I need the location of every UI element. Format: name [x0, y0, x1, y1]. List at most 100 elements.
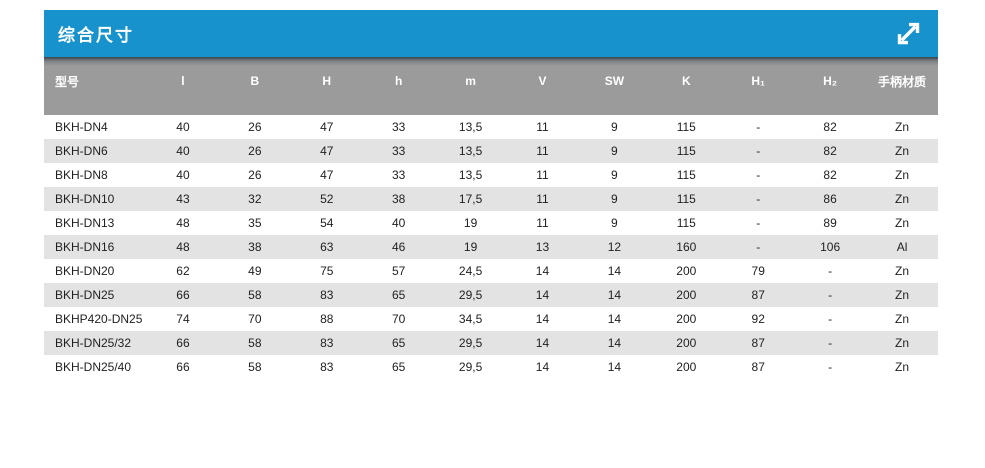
value-cell: 115	[676, 144, 696, 158]
value-cell: Zn	[895, 192, 910, 206]
value-cell: 200	[676, 336, 697, 350]
column-header: V	[506, 57, 579, 115]
table-row: BKH-DN8 40 26 47 33 13,5 11 9 115 - 82 Zn	[44, 163, 938, 187]
value-cell: 54	[320, 216, 334, 230]
value-cell: 87	[751, 360, 765, 374]
value-cell: 26	[248, 120, 262, 134]
value-cell: 65	[391, 288, 406, 302]
value-cell: 65	[391, 336, 406, 350]
value-cell: 11	[536, 216, 549, 230]
value-cell: 38	[248, 240, 262, 254]
value-cell: Zn	[895, 168, 910, 182]
value-cell: 87	[751, 336, 765, 350]
expand-icon	[897, 22, 920, 45]
value-cell: -	[756, 240, 761, 254]
model-cell: BKH-DN6	[55, 144, 108, 158]
model-cell: BKH-DN25/40	[55, 360, 132, 374]
panel-title: 综合尺寸	[58, 26, 134, 45]
value-cell: 14	[535, 264, 550, 278]
table-row: BKHP420-DN25 74 70 88 70 34,5 14 14 200 92 - Zn	[44, 307, 938, 331]
value-cell: 11	[536, 192, 549, 206]
value-cell: -	[756, 144, 761, 158]
value-cell: 65	[391, 360, 406, 374]
value-cell: 14	[607, 312, 622, 326]
value-cell: -	[756, 120, 761, 134]
value-cell: 89	[823, 216, 837, 230]
value-cell: 200	[676, 264, 697, 278]
value-cell: 115	[676, 168, 696, 182]
value-cell: 86	[823, 192, 837, 206]
value-cell: -	[756, 192, 761, 206]
value-cell: 40	[176, 144, 190, 158]
value-cell: 49	[248, 264, 262, 278]
value-cell: 43	[176, 192, 190, 206]
value-cell: Zn	[895, 312, 910, 326]
value-cell: 58	[248, 288, 262, 302]
value-cell: 106	[820, 240, 841, 254]
value-cell: 29,5	[458, 288, 483, 302]
value-cell: 26	[248, 144, 262, 158]
column-header: H₂	[794, 57, 867, 115]
model-cell: BKH-DN16	[55, 240, 115, 254]
value-cell: 200	[676, 360, 697, 374]
value-cell: 33	[391, 120, 406, 134]
value-cell: 9	[611, 192, 618, 206]
value-cell: 83	[320, 336, 334, 350]
value-cell: 58	[248, 360, 262, 374]
value-cell: 200	[676, 312, 697, 326]
value-cell: -	[828, 336, 833, 350]
value-cell: 74	[176, 312, 190, 326]
table-body: BKH-DN4 40 26 47 33 13,5 11 9 115 - 82 Zn BKH-DN6 40 2…	[44, 115, 938, 379]
table-row: BKH-DN25 66 58 83 65 29,5 14 14 200 87 - Zn	[44, 283, 938, 307]
value-cell: 47	[320, 168, 334, 182]
expand-button[interactable]	[895, 20, 922, 47]
value-cell: 13,5	[458, 168, 483, 182]
value-cell: 40	[176, 120, 190, 134]
value-cell: Zn	[895, 360, 910, 374]
value-cell: 14	[535, 312, 550, 326]
value-cell: 58	[248, 336, 262, 350]
column-header: H	[290, 57, 363, 115]
value-cell: 47	[320, 144, 334, 158]
value-cell: 200	[676, 288, 697, 302]
model-cell: BKH-DN10	[55, 192, 115, 206]
column-header: K	[650, 57, 723, 115]
value-cell: Al	[896, 240, 908, 254]
value-cell: 33	[391, 144, 406, 158]
table-row: BKH-DN4 40 26 47 33 13,5 11 9 115 - 82 Zn	[44, 115, 938, 139]
value-cell: 48	[176, 240, 190, 254]
value-cell: 62	[176, 264, 190, 278]
panel-header: 综合尺寸	[44, 10, 938, 57]
value-cell: 29,5	[458, 360, 483, 374]
model-cell: BKH-DN8	[55, 168, 108, 182]
value-cell: 70	[391, 312, 406, 326]
value-cell: 12	[607, 240, 622, 254]
value-cell: 11	[536, 168, 549, 182]
value-cell: 9	[611, 120, 618, 134]
value-cell: 19	[463, 240, 478, 254]
value-cell: 46	[391, 240, 406, 254]
value-cell: -	[828, 264, 833, 278]
value-cell: Zn	[895, 144, 910, 158]
value-cell: 9	[611, 216, 618, 230]
value-cell: 40	[391, 216, 406, 230]
value-cell: 14	[607, 360, 622, 374]
value-cell: 115	[676, 192, 696, 206]
value-cell: 40	[176, 168, 190, 182]
column-header: B	[218, 57, 291, 115]
value-cell: Zn	[895, 336, 910, 350]
value-cell: 24,5	[458, 264, 483, 278]
value-cell: 33	[391, 168, 406, 182]
column-header: l	[147, 57, 219, 115]
value-cell: 66	[176, 288, 190, 302]
model-cell: BKHP420-DN25	[55, 312, 143, 326]
value-cell: 92	[751, 312, 765, 326]
value-cell: 26	[248, 168, 262, 182]
value-cell: 83	[320, 360, 334, 374]
table-row: BKH-DN13 48 35 54 40 19 11 9 115 - 89 Zn	[44, 211, 938, 235]
value-cell: 14	[535, 360, 550, 374]
model-cell: BKH-DN4	[55, 120, 108, 134]
